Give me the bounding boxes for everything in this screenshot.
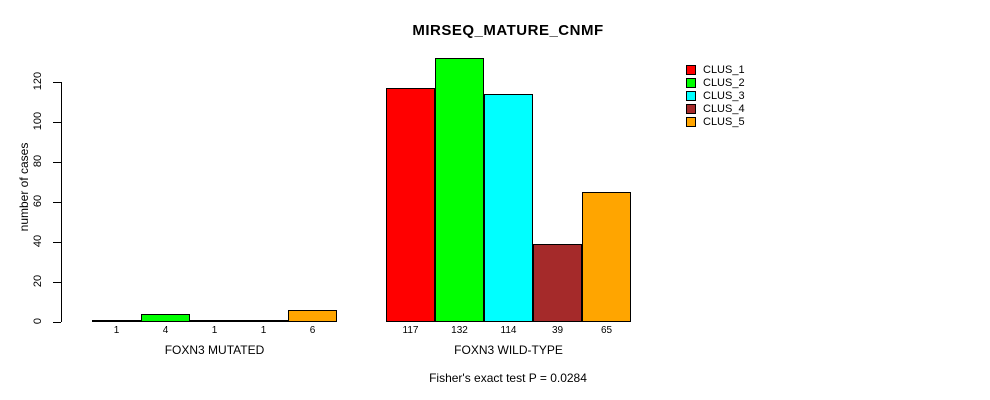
legend-item: CLUS_2: [686, 76, 745, 89]
bar-value-label: 132: [451, 325, 468, 336]
legend: CLUS_1 CLUS_2 CLUS_3 CLUS_4 CLUS_5: [686, 63, 745, 128]
y-axis-title: number of cases: [17, 142, 31, 232]
y-axis-line: [61, 82, 62, 322]
bar-clus_5: [582, 192, 631, 322]
bar-clus_4: [533, 244, 582, 322]
x-axis-group-label: FOXN3 MUTATED: [164, 343, 265, 357]
bar-value-label: 1: [113, 325, 120, 336]
legend-item: CLUS_4: [686, 102, 745, 115]
legend-label: CLUS_5: [703, 115, 745, 128]
legend-label: CLUS_1: [703, 63, 745, 76]
y-axis-tick: [53, 162, 61, 163]
y-axis-tick: [53, 122, 61, 123]
y-axis-tick-label: 80: [32, 154, 44, 168]
y-axis-tick: [53, 242, 61, 243]
y-axis-tick: [53, 322, 61, 323]
bar-clus_3: [190, 320, 239, 322]
legend-item: CLUS_3: [686, 89, 745, 102]
legend-swatch-clus_4: [686, 103, 696, 114]
bar-clus_1: [386, 88, 435, 322]
bar-clus_2: [435, 58, 484, 322]
bar-clus_1: [92, 320, 141, 322]
bar-value-label: 6: [309, 325, 316, 336]
bar-clus_3: [484, 94, 533, 322]
y-axis-tick: [53, 82, 61, 83]
chart-title: MIRSEQ_MATURE_CNMF: [412, 22, 604, 39]
bar-value-label: 4: [162, 325, 169, 336]
y-axis-tick-label: 0: [32, 317, 44, 325]
bar-value-label: 117: [402, 325, 419, 336]
legend-swatch-clus_5: [686, 116, 696, 127]
y-axis-tick-label: 40: [32, 234, 44, 248]
legend-label: CLUS_3: [703, 89, 745, 102]
bar-value-label: 1: [211, 325, 218, 336]
y-axis-tick: [53, 282, 61, 283]
bar-value-label: 114: [500, 325, 517, 336]
y-axis-tick: [53, 202, 61, 203]
legend-item: CLUS_1: [686, 63, 745, 76]
y-axis-tick-label: 120: [32, 71, 44, 91]
bar-clus_2: [141, 314, 190, 322]
fisher-test-annotation: Fisher's exact test P = 0.0284: [429, 371, 587, 385]
bar-clus_4: [239, 320, 288, 322]
y-axis-tick-label: 20: [32, 274, 44, 288]
bar-clus_5: [288, 310, 337, 322]
bar-value-label: 39: [551, 325, 564, 336]
legend-swatch-clus_2: [686, 77, 696, 88]
bar-value-label: 1: [260, 325, 267, 336]
legend-label: CLUS_2: [703, 76, 745, 89]
legend-label: CLUS_4: [703, 102, 745, 115]
legend-swatch-clus_3: [686, 90, 696, 101]
y-axis-tick-label: 60: [32, 194, 44, 208]
x-axis-group-label: FOXN3 WILD-TYPE: [454, 343, 563, 357]
bar-value-label: 65: [600, 325, 613, 336]
legend-swatch-clus_1: [686, 64, 696, 75]
y-axis-tick-label: 100: [32, 111, 44, 131]
legend-item: CLUS_5: [686, 115, 745, 128]
